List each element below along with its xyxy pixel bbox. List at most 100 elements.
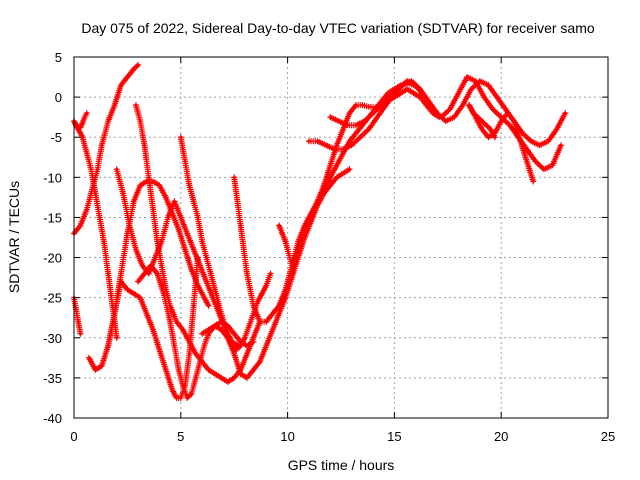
data-point: [345, 123, 349, 127]
data-point: [157, 183, 161, 187]
data-point: [160, 240, 164, 244]
data-point: [397, 87, 401, 91]
data-point: [151, 179, 155, 183]
series-markers: [71, 294, 84, 337]
data-point: [239, 344, 243, 348]
data-point: [106, 272, 110, 276]
y-tick-label: -35: [43, 371, 62, 386]
data-point: [503, 107, 507, 111]
data-point: [213, 372, 217, 376]
data-point: [155, 240, 159, 244]
data-point: [367, 127, 371, 131]
data-point: [232, 376, 236, 380]
data-point: [121, 191, 125, 195]
data-point: [119, 272, 123, 276]
data-point: [202, 344, 206, 348]
data-point: [192, 304, 196, 308]
data-point: [106, 119, 110, 123]
series-track-b: [71, 62, 142, 237]
y-tick-label: 5: [55, 50, 62, 65]
data-point: [269, 272, 273, 276]
data-point: [175, 396, 179, 400]
data-point: [168, 320, 172, 324]
plot-frame: [73, 56, 609, 419]
data-point: [559, 143, 563, 147]
data-point: [202, 296, 206, 300]
data-point: [521, 131, 525, 135]
data-point: [414, 83, 418, 87]
data-point: [209, 272, 213, 276]
data-point: [172, 344, 176, 348]
data-point: [128, 223, 132, 227]
data-point: [251, 340, 255, 344]
data-point: [100, 143, 104, 147]
chart-title: Day 075 of 2022, Sidereal Day-to-day VTE…: [81, 20, 594, 36]
data-point: [98, 215, 102, 219]
data-point: [113, 103, 117, 107]
y-tick-label: -20: [43, 251, 62, 266]
data-point: [115, 167, 119, 171]
data-point: [283, 240, 287, 244]
data-point: [217, 304, 221, 308]
data-point: [456, 91, 460, 95]
data-point: [207, 328, 211, 332]
data-point: [245, 272, 249, 276]
data-point: [258, 360, 262, 364]
data-point: [271, 312, 275, 316]
data-point: [375, 115, 379, 119]
data-point: [258, 320, 262, 324]
data-point: [164, 195, 168, 199]
data-point: [431, 107, 435, 111]
data-point: [542, 167, 546, 171]
data-point: [185, 396, 189, 400]
data-point: [478, 79, 482, 83]
data-point: [194, 376, 198, 380]
data-point: [119, 280, 123, 284]
data-point: [177, 227, 181, 231]
data-point: [81, 121, 85, 125]
data-point: [405, 87, 409, 91]
data-point: [506, 111, 510, 115]
data-point: [196, 215, 200, 219]
data-point: [166, 215, 170, 219]
data-point: [439, 115, 443, 119]
data-point: [198, 264, 202, 268]
x-tick-label: 15: [387, 429, 401, 444]
data-point: [232, 175, 236, 179]
data-point: [264, 320, 268, 324]
data-point: [341, 147, 345, 151]
data-point: [183, 248, 187, 252]
data-point: [271, 328, 275, 332]
data-point: [290, 264, 294, 268]
data-point: [140, 264, 144, 268]
data-point: [175, 320, 179, 324]
data-point: [179, 396, 183, 400]
data-point: [354, 131, 358, 135]
data-point: [337, 119, 341, 123]
data-point: [151, 207, 155, 211]
data-point: [187, 183, 191, 187]
data-point: [147, 175, 151, 179]
data-point: [213, 288, 217, 292]
data-point: [348, 139, 352, 143]
data-point: [200, 240, 204, 244]
data-point: [277, 304, 281, 308]
data-point: [145, 312, 149, 316]
series-track-h: [105, 254, 201, 401]
data-point: [324, 143, 328, 147]
data-point: [264, 344, 268, 348]
data-point: [85, 151, 89, 155]
data-point: [85, 111, 89, 115]
data-point: [207, 332, 211, 336]
data-point: [495, 95, 499, 99]
data-point: [213, 324, 217, 328]
data-point: [482, 95, 486, 99]
data-point: [138, 183, 142, 187]
data-point: [328, 163, 332, 167]
data-point: [354, 103, 358, 107]
data-point: [181, 328, 185, 332]
data-point: [157, 348, 161, 352]
data-point: [204, 280, 208, 284]
data-point: [83, 115, 87, 119]
data-point: [211, 296, 215, 300]
